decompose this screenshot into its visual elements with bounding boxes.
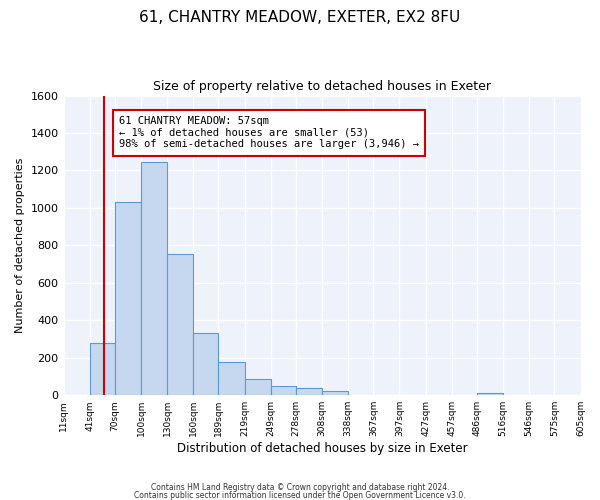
Bar [245, 380, 271, 395]
Title: Size of property relative to detached houses in Exeter: Size of property relative to detached ho… [153, 80, 491, 93]
Bar [477, 393, 503, 395]
Y-axis label: Number of detached properties: Number of detached properties [15, 158, 25, 333]
Text: 61, CHANTRY MEADOW, EXETER, EX2 8FU: 61, CHANTRY MEADOW, EXETER, EX2 8FU [139, 10, 461, 25]
Text: Contains public sector information licensed under the Open Government Licence v3: Contains public sector information licen… [134, 490, 466, 500]
Bar [167, 254, 193, 395]
Bar [271, 386, 296, 395]
Bar [218, 362, 245, 395]
Bar [193, 334, 218, 395]
Bar [115, 202, 141, 395]
Bar [322, 392, 348, 395]
Bar [296, 388, 322, 395]
X-axis label: Distribution of detached houses by size in Exeter: Distribution of detached houses by size … [177, 442, 467, 455]
Bar [141, 162, 167, 395]
Text: Contains HM Land Registry data © Crown copyright and database right 2024.: Contains HM Land Registry data © Crown c… [151, 484, 449, 492]
Bar [89, 343, 115, 395]
Text: 61 CHANTRY MEADOW: 57sqm
← 1% of detached houses are smaller (53)
98% of semi-de: 61 CHANTRY MEADOW: 57sqm ← 1% of detache… [119, 116, 419, 150]
